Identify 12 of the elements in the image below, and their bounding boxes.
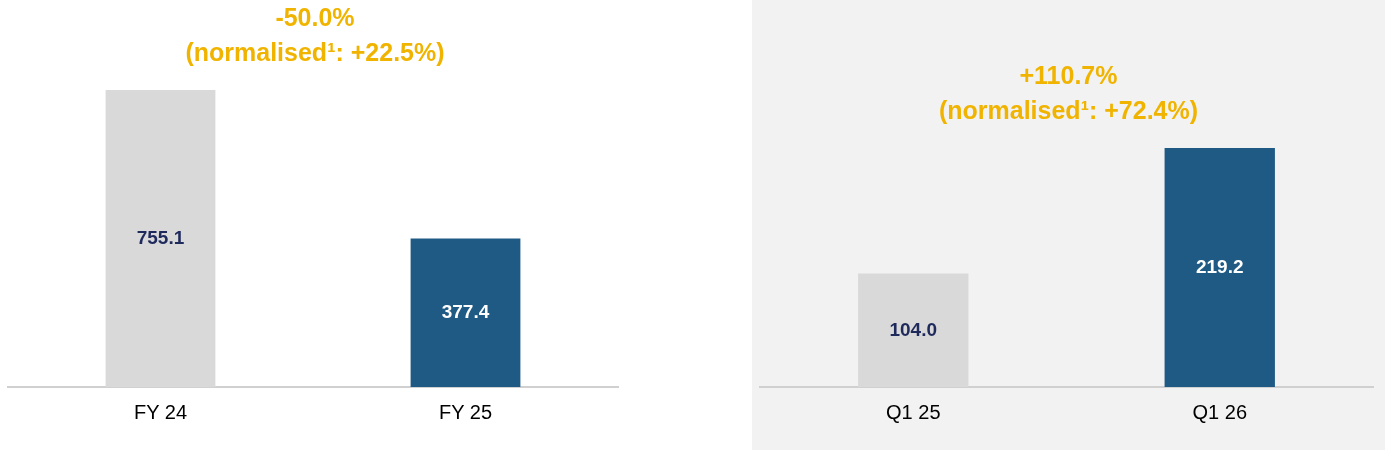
x-tick-label: FY 25 xyxy=(439,400,492,423)
x-tick-label: Q1 26 xyxy=(1192,400,1247,423)
chart-subtitle: (normalised¹: +22.5%) xyxy=(184,37,446,68)
data-label: 755.1 xyxy=(136,226,185,248)
chart-subtitle: (normalised¹: +72.4%) xyxy=(937,95,1200,126)
chart-title: +110.7% xyxy=(1018,60,1119,91)
x-tick-label: FY 24 xyxy=(134,400,187,423)
data-label: 104.0 xyxy=(889,318,938,340)
x-tick-label: Q1 25 xyxy=(886,400,941,423)
chart-title: -50.0% xyxy=(274,2,356,33)
data-label: 377.4 xyxy=(441,301,490,323)
data-label: 219.2 xyxy=(1195,255,1244,277)
